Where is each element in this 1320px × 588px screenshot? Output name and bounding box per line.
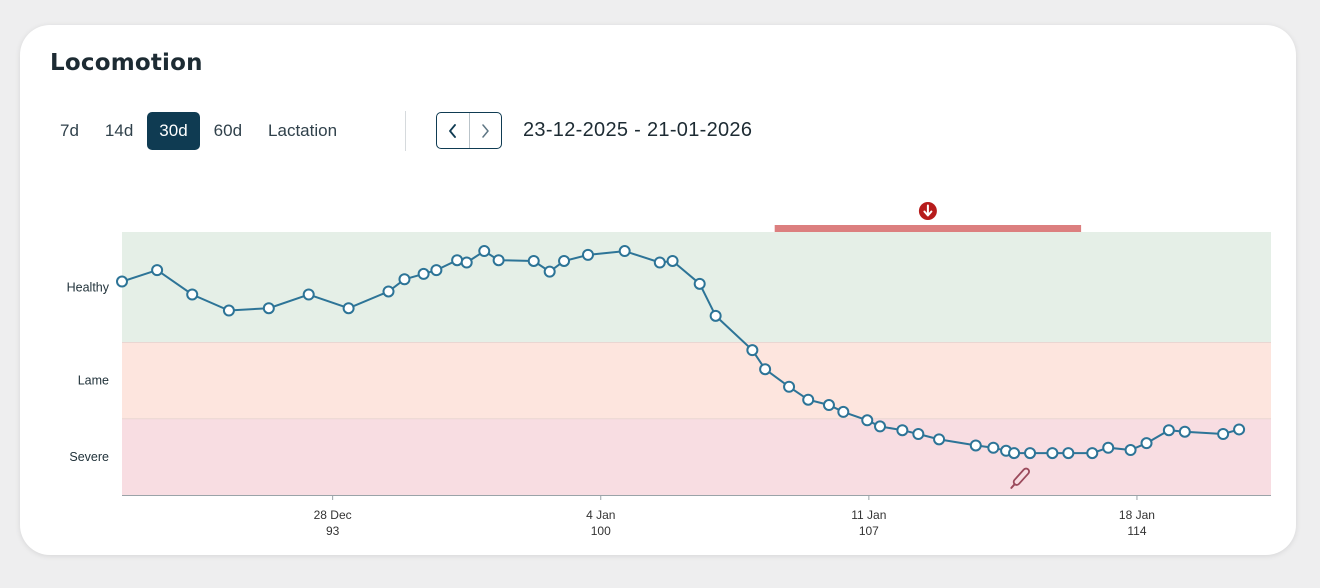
data-point[interactable] [1178,425,1191,438]
toolbar-divider [405,111,406,151]
data-point[interactable] [1046,447,1059,460]
data-point[interactable] [1140,437,1153,450]
chevron-right-icon [482,123,489,138]
data-point[interactable] [666,254,679,267]
data-point[interactable] [382,285,395,298]
data-point[interactable] [1102,441,1115,454]
data-point[interactable] [653,256,666,269]
range-60d-button[interactable]: 60d [213,121,243,140]
data-point[interactable] [417,267,430,280]
data-point[interactable] [896,424,909,437]
range-14d-button[interactable]: 14d [104,121,134,140]
series-points [116,245,1246,460]
data-point[interactable] [693,277,706,290]
x-tick-day: 114 [1127,524,1146,538]
x-tick-date: 4 Jan [586,508,615,522]
data-point[interactable] [1233,423,1246,436]
data-point[interactable] [987,441,1000,454]
x-tick-day: 107 [859,524,879,538]
x-tick-date: 18 Jan [1119,508,1155,522]
next-period-button[interactable] [468,113,502,148]
data-point[interactable] [460,256,473,269]
zone-severe [122,418,1271,495]
data-point[interactable] [759,363,772,376]
x-tick-day: 93 [326,524,340,538]
data-point[interactable] [151,264,164,277]
zone-bands [122,232,1271,495]
data-point[interactable] [222,304,235,317]
x-tick-day: 100 [591,524,611,538]
zone-lame [122,342,1271,419]
data-point[interactable] [746,344,759,357]
prev-period-button[interactable] [437,113,469,148]
card-title: Locomotion [50,50,203,76]
data-point[interactable] [709,309,722,322]
data-point[interactable] [581,248,594,261]
data-point[interactable] [478,245,491,258]
data-point[interactable] [543,265,556,278]
zone-label: Lame [78,374,109,388]
data-point[interactable] [492,254,505,267]
data-point[interactable] [1162,424,1175,437]
zone-labels: Healthy Lame Severe [67,280,110,464]
data-point[interactable] [969,439,982,452]
data-point[interactable] [1062,447,1075,460]
range-lactation-button[interactable]: Lactation [268,121,338,140]
data-point[interactable] [302,288,315,301]
data-point[interactable] [262,302,275,315]
data-point[interactable] [874,420,887,433]
date-range-label: 23-12-2025 - 21-01-2026 [523,119,753,141]
range-30d-button[interactable]: 30d [147,112,200,150]
data-point[interactable] [837,405,850,418]
data-point[interactable] [1086,447,1099,460]
chevron-left-icon [448,123,456,138]
range-7d-button[interactable]: 7d [60,121,79,140]
arrow-down-circle-icon[interactable] [918,202,937,220]
note-marker [1009,467,1030,490]
data-point[interactable] [527,254,540,267]
data-point[interactable] [783,380,796,393]
alert-bar[interactable] [774,225,1082,232]
data-point[interactable] [342,302,355,315]
data-point[interactable] [1217,428,1230,441]
pencil-icon[interactable] [1009,467,1030,490]
data-point[interactable] [1008,447,1021,460]
data-point[interactable] [822,399,835,412]
data-point[interactable] [186,288,199,301]
data-point[interactable] [398,273,411,286]
data-point[interactable] [430,264,443,277]
data-point[interactable] [802,393,815,406]
zone-label: Severe [69,450,109,464]
data-point[interactable] [116,275,128,288]
alert-period [774,202,1082,232]
data-point[interactable] [1124,444,1137,457]
x-axis: 28 Dec 93 4 Jan 100 11 Jan 107 18 Jan 114 [122,495,1271,538]
zone-label: Healthy [67,280,110,294]
data-point[interactable] [1024,447,1037,460]
range-selector: 7d 14d 30d 60d Lactation [48,112,351,150]
data-point[interactable] [558,254,571,267]
data-point[interactable] [861,414,874,427]
data-point[interactable] [933,433,946,446]
data-point[interactable] [451,254,464,267]
x-tick-date: 28 Dec [314,508,352,522]
x-tick-date: 11 Jan [851,508,886,522]
data-point[interactable] [618,245,631,258]
period-nav [436,112,502,149]
data-point[interactable] [912,428,925,441]
